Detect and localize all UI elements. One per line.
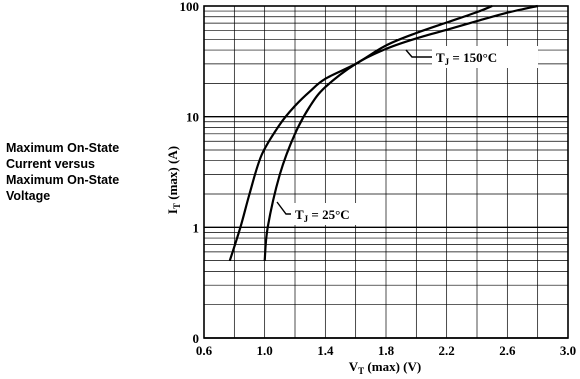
series-label-rest: = 150°C [449,50,497,65]
x-tick-label: 1.8 [378,343,395,358]
series-label-rest: = 25°C [308,207,350,222]
chart-side-title: Maximum On-State Current versus Maximum … [6,140,166,204]
series-label-sub: J [445,57,450,67]
x-axis-label-sub: T [358,366,364,376]
y-axis-label-sub: T [172,203,182,209]
x-tick-label: 1.4 [317,343,334,358]
y-axis-label-rest: (max) (A) [165,146,180,203]
side-title-line-2: Current versus [6,157,95,171]
series-line-tj150 [228,4,493,261]
y-axis-label: IT (max) (A) [165,146,182,214]
y-tick-label: 0 [193,331,200,346]
series-label-main: T [295,207,304,222]
x-tick-label: 1.0 [257,343,273,358]
series-label-sub: J [304,214,309,224]
y-tick-label: 10 [186,110,199,125]
x-tick-label: 2.2 [439,343,455,358]
plot-frame [203,5,569,339]
series-label-box-tj25 [291,203,383,225]
x-axis-label-rest: (max) (V) [364,359,421,374]
series-label-tj25: TJ = 25°C [295,207,350,224]
x-axis-label-main: V [349,359,359,374]
side-title-line-1: Maximum On-State [6,141,120,155]
y-tick-label: 1 [193,220,200,235]
series-label-main: T [436,50,445,65]
series-layer [228,4,538,261]
y-axis-label-main: I [165,209,180,214]
x-tick-label: 3.0 [560,343,576,358]
x-tick-label: 2.6 [499,343,516,358]
series-label-box-tj150 [432,46,538,68]
x-axis-label: VT (max) (V) [349,359,421,376]
y-tick-label: 100 [180,0,200,14]
side-title-line-3: Maximum On-State [6,173,120,187]
series-label-leader-tj150 [405,49,432,58]
tick-labels: 0.6 1.0 1.4 1.8 2.2 2.6 3.0 0 1 10 100 [180,0,577,358]
x-tick-label: 0.6 [196,343,213,358]
series-label-leader-tj25 [276,201,291,215]
series-label-tj150: TJ = 150°C [436,50,497,67]
series-labels: TJ = 25°CTJ = 150°C [276,46,538,225]
side-title-line-4: Voltage [6,189,51,203]
